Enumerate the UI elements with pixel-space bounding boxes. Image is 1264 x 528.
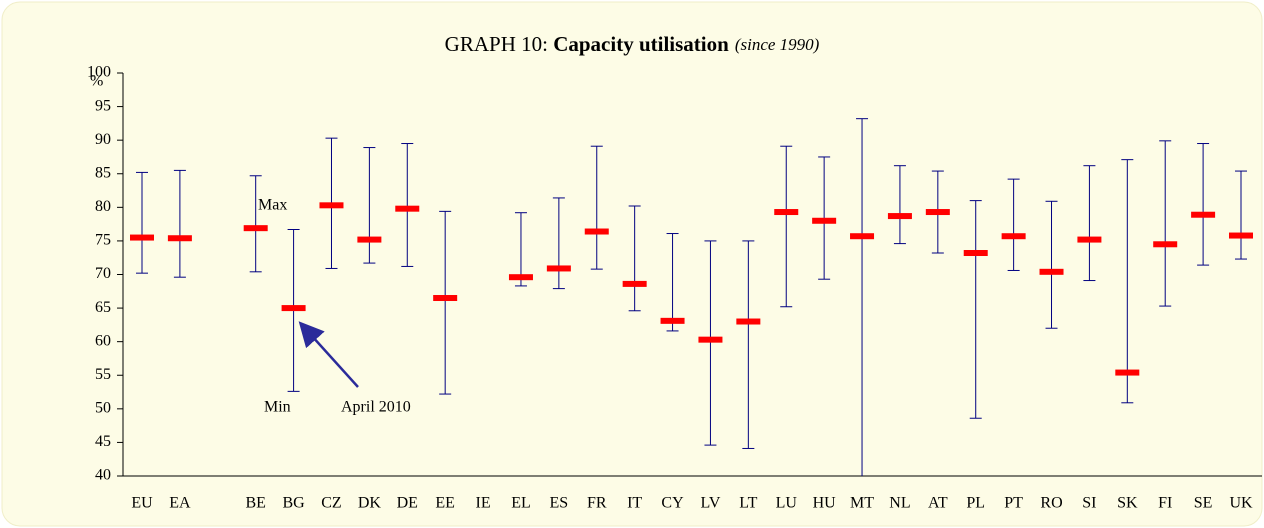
y-tick-label: 45 (95, 433, 111, 450)
current-marker (850, 233, 875, 240)
x-tick-label: EA (169, 495, 191, 512)
x-tick-label: LT (739, 495, 757, 512)
current-marker (925, 209, 950, 216)
current-marker (660, 317, 685, 324)
x-tick-label: PL (966, 495, 985, 512)
x-tick-label: HU (813, 495, 837, 512)
current-marker (584, 228, 609, 235)
x-tick-label: SK (1117, 495, 1138, 512)
x-tick-label: FR (587, 495, 607, 512)
y-tick-label: 75 (95, 232, 111, 249)
current-marker (167, 235, 192, 242)
x-tick-label: EE (435, 495, 455, 512)
current-marker (774, 209, 799, 216)
x-tick-label: MT (850, 495, 874, 512)
annotation-min: Min (264, 399, 291, 416)
current-marker (736, 318, 761, 325)
current-marker (1039, 268, 1064, 275)
x-tick-label: DE (397, 495, 418, 512)
y-tick-label: 80 (95, 198, 111, 215)
y-tick-label: 90 (95, 131, 111, 148)
x-tick-label: CZ (321, 495, 341, 512)
current-marker (1153, 241, 1178, 248)
current-marker (1229, 232, 1253, 239)
current-marker (319, 202, 344, 209)
x-tick-label: FI (1158, 495, 1172, 512)
x-tick-label: DK (358, 495, 382, 512)
current-marker (130, 234, 154, 241)
y-tick-label: 70 (95, 265, 111, 282)
chart-title: GRAPH 10: Capacity utilisation (since 199… (445, 32, 820, 56)
current-marker (281, 305, 306, 312)
annotation-current: April 2010 (341, 399, 411, 416)
x-tick-label: LV (701, 495, 721, 512)
plot-area (130, 118, 1253, 476)
current-marker (1115, 369, 1140, 376)
y-tick-label: 65 (95, 299, 111, 316)
current-marker (622, 280, 647, 287)
annotation-arrow (298, 321, 359, 388)
y-tick-label: 60 (95, 332, 111, 349)
x-tick-label: EU (131, 495, 153, 512)
x-tick-label: EL (511, 495, 531, 512)
y-tick-label: 50 (95, 400, 111, 417)
current-marker (812, 217, 837, 224)
y-tick-label: 55 (95, 366, 111, 383)
x-tick-label: BE (245, 495, 265, 512)
y-tick-label: 95 (95, 97, 111, 114)
current-marker (243, 225, 268, 232)
x-tick-label: PT (1004, 495, 1023, 512)
annotation-max: Max (258, 197, 287, 214)
current-marker (433, 295, 458, 302)
current-marker (508, 274, 533, 281)
x-tick-label: AT (928, 495, 948, 512)
current-marker (357, 236, 382, 243)
current-marker (963, 250, 988, 257)
y-tick-label: 40 (95, 467, 111, 484)
x-tick-label: IE (476, 495, 491, 512)
current-marker (1001, 233, 1026, 240)
current-marker (1077, 236, 1102, 243)
current-marker (887, 213, 912, 220)
current-marker (546, 265, 571, 272)
x-tick-label: SI (1082, 495, 1096, 512)
current-marker (1191, 211, 1216, 218)
y-tick-label: 85 (95, 164, 111, 181)
x-tick-label: BG (282, 495, 305, 512)
x-tick-label: RO (1040, 495, 1062, 512)
current-marker (698, 336, 723, 343)
y-unit: % (90, 73, 103, 90)
x-tick-label: IT (627, 495, 642, 512)
x-tick-label: UK (1229, 495, 1253, 512)
x-tick-label: SE (1194, 495, 1213, 512)
x-tick-label: CY (661, 495, 684, 512)
x-tick-label: ES (550, 495, 569, 512)
current-marker (395, 205, 420, 212)
x-tick-label: LU (776, 495, 798, 512)
x-tick-label: NL (889, 495, 910, 512)
y-tick-label: 100 (87, 64, 111, 81)
